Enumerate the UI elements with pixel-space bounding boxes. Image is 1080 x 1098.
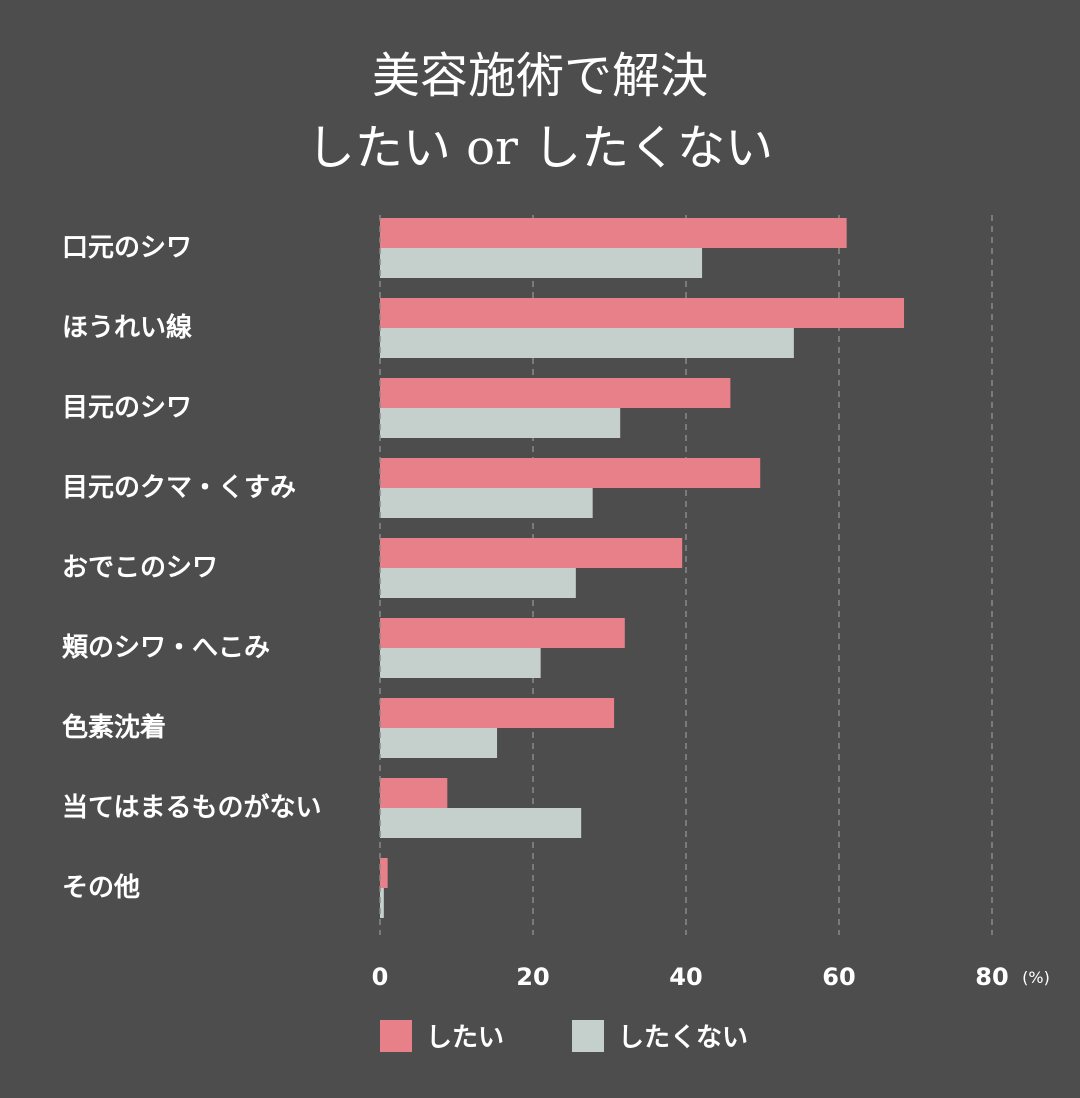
x-tick-label: 0 xyxy=(372,963,389,991)
x-tick-label: 20 xyxy=(516,963,549,991)
bar-not-want xyxy=(380,888,384,918)
bar-not-want xyxy=(380,728,498,758)
legend-swatch xyxy=(572,1020,604,1052)
bar-not-want xyxy=(380,648,541,678)
category-label: ほうれい線 xyxy=(62,312,192,343)
bar-not-want xyxy=(380,408,621,438)
bar-not-want xyxy=(380,488,593,518)
category-label: その他 xyxy=(62,873,140,903)
category-label: 頬のシワ・へこみ xyxy=(62,633,270,663)
bar-want xyxy=(380,378,731,408)
chart-title-line-1: 美容施術で解決 xyxy=(371,48,708,104)
bar-want xyxy=(380,298,905,328)
category-label: 目元のシワ xyxy=(62,393,192,423)
x-tick-label: 60 xyxy=(822,963,855,991)
x-unit-label: (%) xyxy=(1022,968,1050,987)
bar-want xyxy=(380,458,761,488)
x-tick-label: 40 xyxy=(669,963,702,991)
category-label: 当てはまるものがない xyxy=(62,792,321,823)
x-tick-label: 80 xyxy=(975,963,1008,991)
legend-label: したい xyxy=(426,1023,504,1053)
bar-not-want xyxy=(380,568,576,598)
bar-want xyxy=(380,858,388,888)
chart-title-line-2: したい or したくない xyxy=(306,120,774,176)
bar-not-want xyxy=(380,808,582,838)
bar-want xyxy=(380,618,625,648)
bar-not-want xyxy=(380,248,703,278)
bar-want xyxy=(380,538,683,568)
category-label: おでこのシワ xyxy=(62,553,218,583)
bar-not-want xyxy=(380,328,794,358)
bar-want xyxy=(380,698,615,728)
legend-label: したくない xyxy=(618,1023,748,1053)
category-label: 目元のクマ・くすみ xyxy=(62,473,296,503)
legend-swatch xyxy=(380,1020,412,1052)
bar-want xyxy=(380,778,448,808)
bar-want xyxy=(380,218,847,248)
category-label: 口元のシワ xyxy=(62,233,192,263)
category-label: 色素沈着 xyxy=(62,712,166,743)
